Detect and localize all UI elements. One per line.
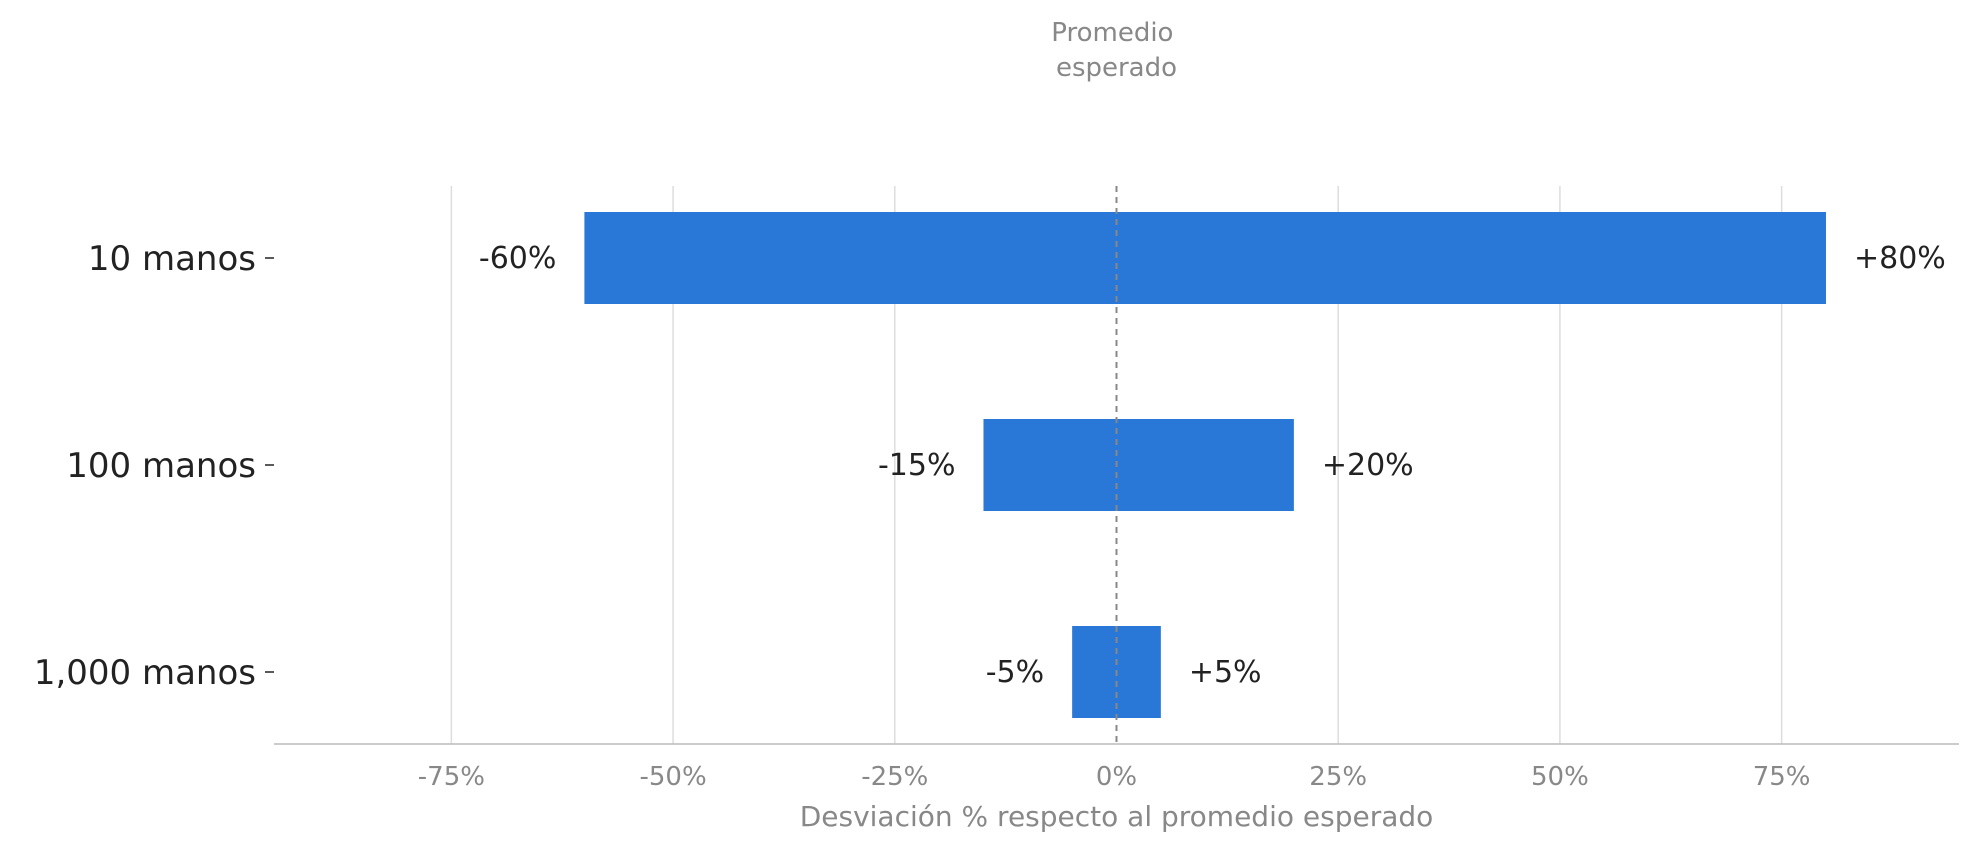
x-tick-label: 0% [1096,762,1137,792]
x-tick-label: 75% [1753,762,1811,792]
low-value-label: -60% [479,241,557,276]
category-label: 1,000 manos [34,653,256,693]
x-tick-label: 25% [1309,762,1367,792]
reference-label-line-1: Promedio [1051,18,1173,48]
low-value-label: -15% [878,448,956,483]
high-value-label: +5% [1189,655,1262,690]
high-value-label: +80% [1854,241,1946,276]
reference-line-label: Promedio esperado [1051,18,1181,83]
labels: 10 manos -60% +80% 100 manos -15% +20% 1,000 m… [34,239,1946,693]
x-tick-labels: -75% -50% -25% 0% 25% 50% 75% [418,762,1811,792]
x-tick-label: -25% [861,762,928,792]
range-bar [983,419,1294,511]
x-tick-label: -50% [639,762,706,792]
high-value-label: +20% [1322,448,1414,483]
bars [584,212,1826,718]
range-bar [584,212,1826,304]
low-value-label: -5% [986,655,1044,690]
x-tick-label: 50% [1531,762,1589,792]
x-axis-title: Desviación % respecto al promedio espera… [800,800,1434,833]
category-label: 100 manos [66,446,256,486]
reference-label-line-2: esperado [1056,53,1177,83]
category-label: 10 manos [88,239,256,279]
x-tick-label: -75% [418,762,485,792]
